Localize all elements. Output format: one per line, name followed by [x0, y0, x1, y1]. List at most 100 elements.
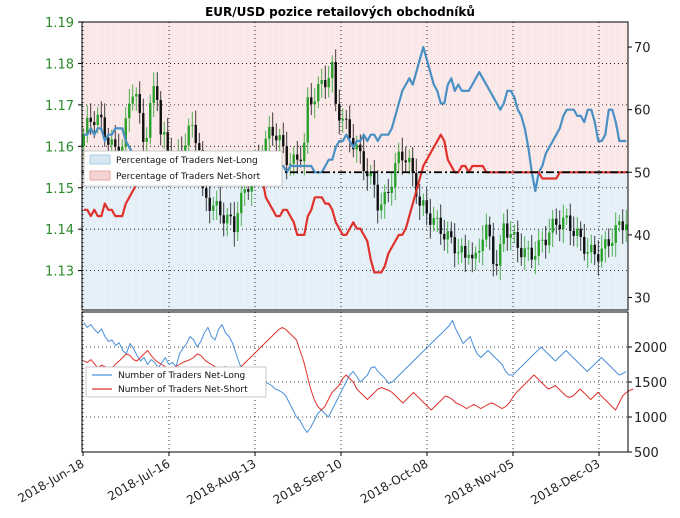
candle-body [110, 139, 113, 145]
candle-body [621, 221, 624, 231]
series-line-count-long [83, 319, 627, 433]
candle-body [100, 114, 103, 118]
candle-body [194, 124, 197, 144]
left-tick-label: 1.14 [45, 223, 74, 238]
bottom-tick-label: 500 [634, 446, 659, 461]
candle-body [506, 223, 509, 238]
candle-body [422, 200, 425, 206]
candle-body [114, 139, 117, 147]
candle-body [334, 62, 337, 104]
x-tick-label: 2018-Jun-18 [16, 456, 87, 505]
candle-body [366, 171, 369, 177]
candle-body [338, 103, 341, 121]
right-tick-label: 60 [634, 104, 651, 119]
bottom-legend: Number of Traders Net-Long Number of Tra… [85, 366, 267, 398]
legend-box-bottom [85, 366, 267, 398]
candle-body [208, 197, 211, 211]
candle-body [415, 173, 418, 197]
candle-body [222, 215, 225, 224]
candle-body [152, 86, 155, 104]
bottom-tick-label: 1000 [634, 411, 667, 426]
candle-body [233, 216, 236, 233]
legend-label-short: Percentage of Traders Net-Short [116, 172, 261, 182]
candle-body [187, 125, 190, 146]
candle-body [138, 94, 141, 114]
top-legend: Percentage of Traders Net-Long Percentag… [83, 150, 283, 187]
candle-body [345, 118, 348, 120]
net-short-fill [82, 22, 628, 173]
candle-body [163, 132, 166, 135]
candle-body [530, 247, 533, 260]
candle-body [516, 231, 519, 248]
net-long-fill [82, 172, 628, 310]
x-axis-ticks: 2018-Jun-18 2018-Jul-16 2018-Aug-13 2018-Se… [16, 452, 603, 507]
candle-body [460, 245, 463, 253]
candle-body [513, 231, 516, 235]
candle-body [523, 248, 526, 258]
candle-body [429, 213, 432, 225]
candle-body [562, 217, 565, 230]
candle-body [555, 218, 558, 225]
right-tick-label: 30 [634, 291, 651, 306]
candle-body [320, 80, 323, 84]
candle-body [537, 240, 540, 257]
legend-swatch-short [89, 170, 111, 181]
candle-body [544, 239, 547, 246]
candle-body [247, 189, 250, 192]
candle-body [166, 132, 169, 151]
candle-body [604, 239, 607, 249]
candle-body [408, 157, 411, 163]
left-tick-label: 1.18 [45, 57, 74, 72]
candle-body [198, 143, 201, 151]
candle-body [492, 236, 495, 265]
candle-body [236, 213, 239, 233]
candle-body [296, 154, 299, 160]
left-axis-ticks: 1.13 1.14 1.15 1.16 1.17 1.18 1.19 [45, 16, 82, 280]
right-tick-label: 70 [634, 41, 651, 56]
candle-body [380, 204, 383, 211]
candle-body [264, 138, 267, 159]
chart-title: EUR/USD pozice retailových obchodníků [205, 5, 475, 19]
candle-body [107, 137, 110, 145]
x-tick-label: 2018-Aug-13 [184, 456, 258, 507]
candle-body [219, 201, 222, 216]
candle-body [331, 62, 334, 79]
candle-body [467, 254, 470, 258]
candle-body [229, 214, 232, 217]
candle-body [586, 252, 589, 254]
candle-body [558, 224, 561, 230]
candle-body [313, 101, 316, 105]
candle-body [142, 113, 145, 142]
candle-body [103, 117, 106, 138]
candle-body [215, 201, 218, 206]
left-tick-label: 1.15 [45, 182, 74, 197]
candle-body [418, 196, 421, 206]
candle-body [478, 251, 481, 253]
candle-body [565, 215, 568, 218]
candle-body [128, 103, 131, 119]
candle-body [205, 188, 208, 198]
candle-body [446, 231, 449, 240]
left-tick-label: 1.13 [45, 265, 74, 280]
candle-body [481, 239, 484, 252]
candle-body [404, 160, 407, 163]
candle-body [292, 154, 295, 164]
x-tick-label: 2018-Oct-08 [358, 456, 430, 506]
candle-body [303, 142, 306, 162]
candle-body [212, 205, 215, 211]
candle-body [534, 256, 537, 260]
candle-body [597, 254, 600, 262]
candle-body [131, 96, 134, 104]
legend-label-long: Percentage of Traders Net-Long [116, 156, 258, 166]
candle-body [390, 186, 393, 194]
candle-body [289, 163, 292, 166]
candle-body [394, 163, 397, 187]
candle-body [432, 218, 435, 225]
candle-body [464, 245, 467, 258]
x-tick-label: 2018-Dec-03 [528, 456, 602, 507]
candle-body [145, 137, 148, 142]
left-tick-label: 1.19 [45, 16, 74, 31]
candle-body [243, 189, 246, 193]
candle-body [124, 118, 127, 147]
